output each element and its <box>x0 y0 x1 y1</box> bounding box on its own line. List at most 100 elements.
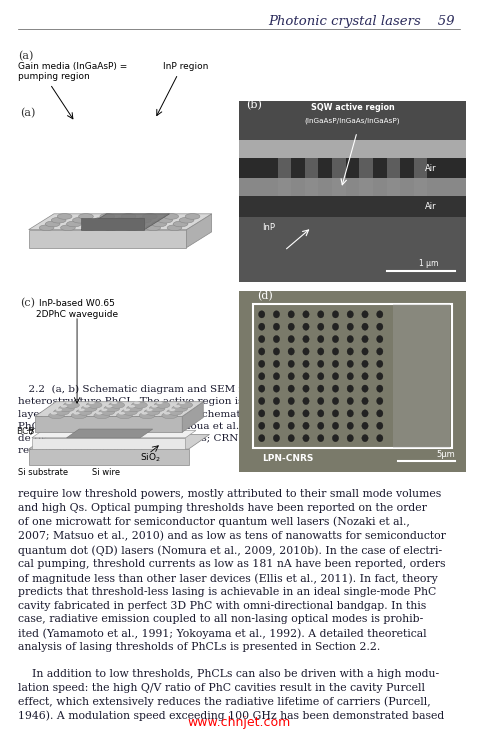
Ellipse shape <box>117 413 132 419</box>
Ellipse shape <box>57 214 72 220</box>
Text: pumping region: pumping region <box>18 72 90 81</box>
Ellipse shape <box>288 323 294 330</box>
Ellipse shape <box>115 217 130 223</box>
Ellipse shape <box>100 214 115 220</box>
Ellipse shape <box>149 405 165 412</box>
Ellipse shape <box>362 435 368 441</box>
Ellipse shape <box>45 221 60 227</box>
Polygon shape <box>305 158 318 197</box>
Ellipse shape <box>317 360 324 368</box>
Ellipse shape <box>332 311 339 318</box>
Ellipse shape <box>288 435 294 441</box>
Ellipse shape <box>347 422 353 430</box>
Ellipse shape <box>81 405 97 412</box>
Ellipse shape <box>167 409 183 415</box>
Ellipse shape <box>332 397 339 405</box>
Ellipse shape <box>288 397 294 405</box>
Ellipse shape <box>303 435 309 441</box>
Ellipse shape <box>273 360 280 368</box>
Ellipse shape <box>273 323 280 330</box>
Polygon shape <box>393 304 450 448</box>
Ellipse shape <box>162 413 178 419</box>
Ellipse shape <box>273 410 280 417</box>
Ellipse shape <box>61 405 67 408</box>
Ellipse shape <box>303 360 309 368</box>
Ellipse shape <box>174 405 180 408</box>
Ellipse shape <box>106 405 112 408</box>
Ellipse shape <box>66 402 72 404</box>
Ellipse shape <box>273 348 280 355</box>
Ellipse shape <box>288 311 294 318</box>
Text: Si substrate: Si substrate <box>18 468 68 478</box>
Ellipse shape <box>317 410 324 417</box>
Ellipse shape <box>49 413 65 419</box>
Text: (d): (d) <box>257 290 273 301</box>
Ellipse shape <box>111 402 118 404</box>
Ellipse shape <box>259 311 265 318</box>
Ellipse shape <box>54 409 69 415</box>
Ellipse shape <box>362 410 368 417</box>
Polygon shape <box>332 158 346 197</box>
Ellipse shape <box>66 221 81 227</box>
Ellipse shape <box>347 348 353 355</box>
Ellipse shape <box>288 335 294 343</box>
Ellipse shape <box>347 373 353 380</box>
Ellipse shape <box>82 225 97 231</box>
Ellipse shape <box>317 373 324 380</box>
Ellipse shape <box>362 348 368 355</box>
Ellipse shape <box>121 409 137 415</box>
Ellipse shape <box>56 408 62 411</box>
Text: SQW active region: SQW active region <box>311 103 394 112</box>
Ellipse shape <box>179 217 194 223</box>
Ellipse shape <box>259 360 265 368</box>
Polygon shape <box>239 291 466 472</box>
Polygon shape <box>32 430 196 438</box>
Ellipse shape <box>332 422 339 430</box>
Ellipse shape <box>362 385 368 392</box>
Ellipse shape <box>259 397 265 405</box>
Polygon shape <box>35 402 203 416</box>
Ellipse shape <box>273 335 280 343</box>
Ellipse shape <box>377 435 383 441</box>
Ellipse shape <box>288 385 294 392</box>
Ellipse shape <box>152 405 158 408</box>
Ellipse shape <box>273 311 280 318</box>
Ellipse shape <box>273 435 280 441</box>
Ellipse shape <box>303 323 309 330</box>
Ellipse shape <box>347 335 353 343</box>
Ellipse shape <box>51 412 57 414</box>
Ellipse shape <box>303 397 309 405</box>
Ellipse shape <box>158 217 173 223</box>
Text: www.chnjet.com: www.chnjet.com <box>187 716 291 729</box>
Ellipse shape <box>259 410 265 417</box>
Ellipse shape <box>139 413 155 419</box>
Ellipse shape <box>146 225 161 231</box>
Ellipse shape <box>103 225 118 231</box>
Ellipse shape <box>259 348 265 355</box>
Text: 2.2  (a, b) Schematic diagram and SEM micrograph of the buried
heterostructure P: 2.2 (a, b) Schematic diagram and SEM mic… <box>18 385 381 455</box>
Ellipse shape <box>288 422 294 430</box>
Text: BCB: BCB <box>16 427 34 436</box>
Polygon shape <box>182 402 203 432</box>
Ellipse shape <box>142 214 157 220</box>
Text: (InGaAsP/InGaAs/InGaAsP): (InGaAsP/InGaAs/InGaAsP) <box>305 118 400 125</box>
Ellipse shape <box>141 412 148 414</box>
Ellipse shape <box>362 335 368 343</box>
Polygon shape <box>239 158 466 178</box>
Polygon shape <box>239 101 466 140</box>
Polygon shape <box>414 158 427 197</box>
Ellipse shape <box>96 412 102 414</box>
Ellipse shape <box>288 348 294 355</box>
Polygon shape <box>29 449 188 465</box>
Ellipse shape <box>64 402 79 408</box>
Ellipse shape <box>317 311 324 318</box>
Ellipse shape <box>121 214 136 220</box>
Text: 1 μm: 1 μm <box>419 259 439 268</box>
Ellipse shape <box>303 385 309 392</box>
Text: (a): (a) <box>20 108 36 118</box>
Ellipse shape <box>362 373 368 380</box>
Ellipse shape <box>259 385 265 392</box>
Ellipse shape <box>317 422 324 430</box>
Ellipse shape <box>317 335 324 343</box>
Text: LPN-CNRS: LPN-CNRS <box>261 455 313 464</box>
